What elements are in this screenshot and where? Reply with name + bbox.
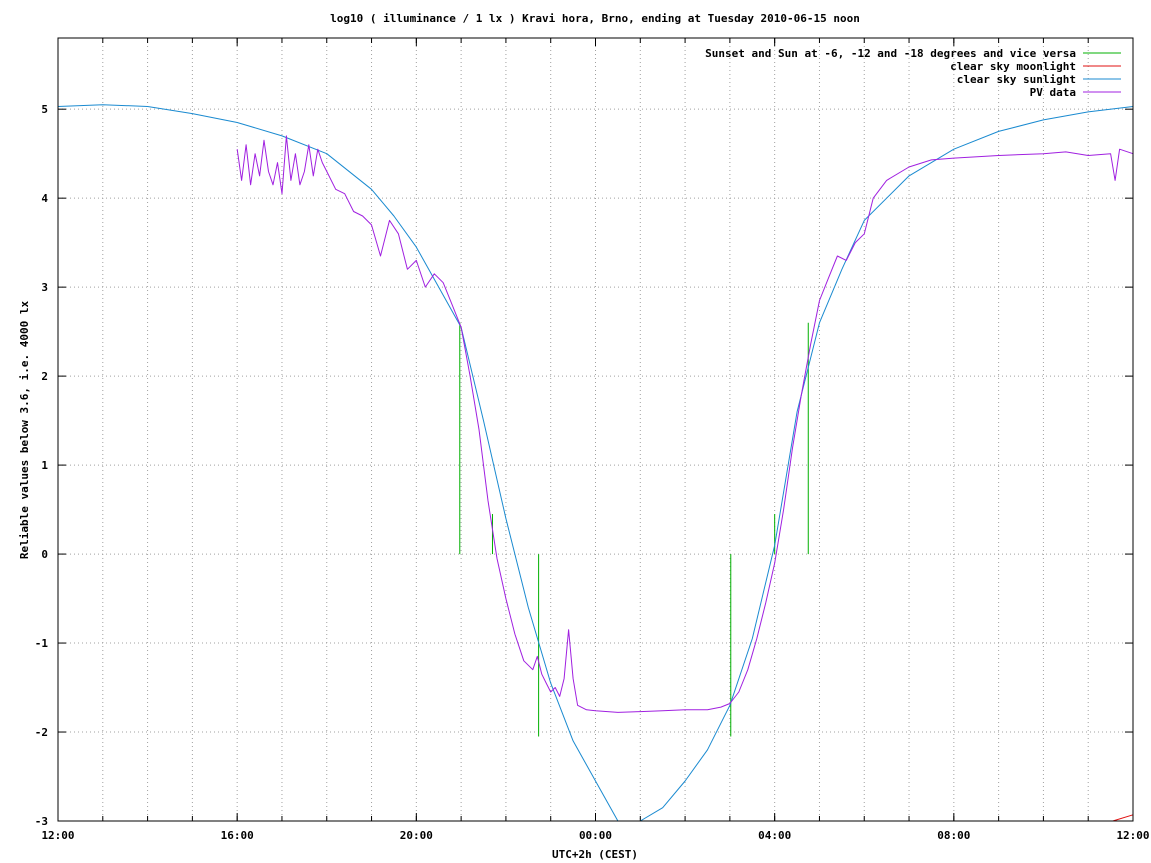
- series-group: [57, 104, 1134, 822]
- x-tick-label: 16:00: [221, 829, 254, 842]
- x-tick-label: 08:00: [937, 829, 970, 842]
- series-line: [236, 135, 1134, 713]
- y-tick-label: 4: [41, 192, 48, 205]
- legend-label: clear sky sunlight: [957, 73, 1076, 86]
- y-tick-label: -1: [35, 637, 49, 650]
- legend-label: Sunset and Sun at -6, -12 and -18 degree…: [705, 47, 1076, 60]
- y-tick-label: -3: [35, 815, 48, 828]
- series-3: [236, 135, 1134, 713]
- y-tick-label: 3: [41, 281, 48, 294]
- legend-label: clear sky moonlight: [950, 60, 1076, 73]
- y-tick-label: 5: [41, 103, 48, 116]
- legend: Sunset and Sun at -6, -12 and -18 degree…: [705, 47, 1121, 99]
- legend-label: PV data: [1030, 86, 1076, 99]
- series-line: [57, 104, 1134, 822]
- y-axis-label: Reliable values below 3.6, i.e. 4000 lx: [18, 300, 31, 559]
- x-tick-label: 20:00: [400, 829, 433, 842]
- x-axis-ticks: 12:00 16:00 20:00 00:00 04:00 08:00 12:00: [41, 38, 1150, 842]
- grid: [58, 38, 1133, 821]
- y-tick-label: -2: [35, 726, 48, 739]
- x-tick-label: 00:00: [579, 829, 612, 842]
- plot-frame: [57, 37, 1134, 822]
- x-tick-label: 12:00: [41, 829, 74, 842]
- y-tick-label: 0: [41, 548, 48, 561]
- series-0: [459, 322, 809, 737]
- series-line: [1112, 814, 1134, 822]
- x-tick-label: 12:00: [1116, 829, 1149, 842]
- series-1: [1112, 814, 1134, 822]
- x-tick-label: 04:00: [758, 829, 791, 842]
- series-2: [57, 104, 1134, 822]
- chart-title: log10 ( illuminance / 1 lx ) Kravi hora,…: [330, 12, 860, 25]
- y-tick-label: 1: [41, 459, 48, 472]
- y-axis-ticks: -3 -2 -1 0 1 2 3 4 5: [35, 103, 1133, 828]
- x-axis-label: UTC+2h (CEST): [552, 848, 638, 861]
- y-tick-label: 2: [41, 370, 48, 383]
